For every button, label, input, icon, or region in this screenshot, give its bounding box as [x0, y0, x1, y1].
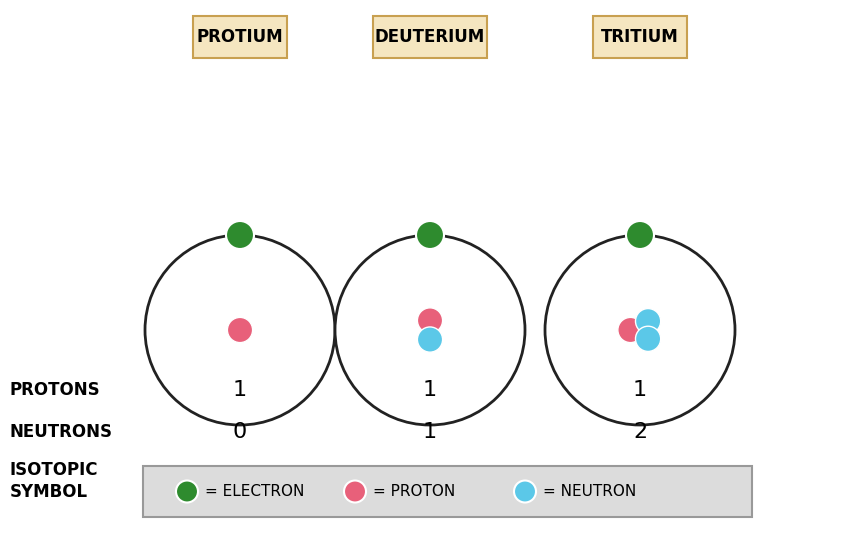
Text: = ELECTRON: = ELECTRON	[205, 484, 305, 499]
Text: = NEUTRON: = NEUTRON	[543, 484, 636, 499]
Text: 2: 2	[633, 422, 647, 442]
Text: 3: 3	[628, 464, 636, 477]
FancyBboxPatch shape	[593, 16, 687, 58]
Text: H: H	[637, 470, 654, 490]
Text: 1: 1	[418, 485, 426, 498]
Circle shape	[636, 326, 661, 352]
FancyBboxPatch shape	[193, 16, 287, 58]
Text: 1: 1	[228, 464, 236, 477]
Text: DEUTERIUM: DEUTERIUM	[375, 28, 485, 46]
FancyBboxPatch shape	[143, 466, 752, 517]
Text: PROTIUM: PROTIUM	[197, 28, 284, 46]
Text: H: H	[427, 470, 443, 490]
Circle shape	[335, 235, 525, 425]
Text: 1: 1	[633, 380, 647, 400]
Circle shape	[418, 308, 442, 333]
Circle shape	[226, 221, 254, 249]
FancyBboxPatch shape	[373, 16, 487, 58]
Circle shape	[344, 480, 366, 503]
Circle shape	[545, 235, 735, 425]
Circle shape	[228, 318, 253, 342]
Text: = PROTON: = PROTON	[373, 484, 455, 499]
Circle shape	[618, 318, 643, 342]
Text: 1: 1	[233, 380, 247, 400]
Circle shape	[145, 235, 335, 425]
Circle shape	[636, 308, 661, 334]
Circle shape	[418, 327, 442, 352]
Text: 2: 2	[418, 464, 426, 477]
Text: SYMBOL: SYMBOL	[10, 483, 88, 501]
Text: NEUTRONS: NEUTRONS	[10, 423, 113, 441]
Text: 1: 1	[423, 422, 437, 442]
Text: 0: 0	[233, 422, 247, 442]
Circle shape	[626, 221, 654, 249]
Text: ISOTOPIC: ISOTOPIC	[10, 461, 98, 479]
Text: 1: 1	[423, 380, 437, 400]
Text: 1: 1	[228, 485, 236, 498]
Text: PROTONS: PROTONS	[10, 381, 101, 399]
Text: 1: 1	[628, 485, 636, 498]
Circle shape	[514, 480, 536, 503]
Text: TRITIUM: TRITIUM	[601, 28, 679, 46]
Text: H: H	[237, 470, 253, 490]
Circle shape	[416, 221, 444, 249]
Circle shape	[176, 480, 198, 503]
